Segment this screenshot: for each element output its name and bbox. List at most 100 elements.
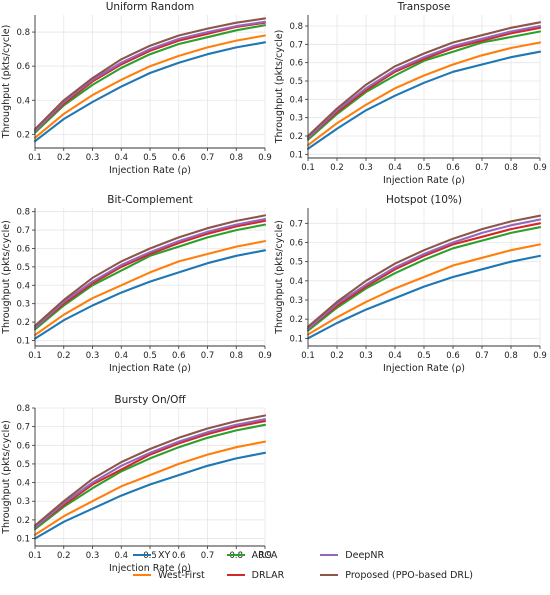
y-tick-label: 0.4 — [16, 96, 30, 106]
x-tick-label: 0.5 — [417, 163, 431, 173]
legend-label-drlar: DRLAR — [251, 569, 285, 581]
y-tick-label: 0.6 — [16, 441, 30, 451]
x-axis-label: Injection Rate (ρ) — [109, 165, 191, 176]
x-tick-label: 0.8 — [229, 153, 243, 163]
x-tick-label: 0.6 — [446, 163, 460, 173]
y-tick-label: 0.5 — [16, 263, 30, 273]
x-tick-label: 0.1 — [301, 163, 315, 173]
x-tick-label: 0.8 — [504, 351, 518, 361]
x-tick-label: 0.4 — [114, 153, 128, 163]
series-line-deepnr — [306, 24, 542, 139]
x-tick-label: 0.7 — [201, 153, 215, 163]
series-line-xy — [33, 249, 267, 340]
chart-panel-transpose: 0.1 0.2 0.3 0.4 0.5 0.6 0.7 0.8 0.9 0.1 0.2 0.3 0.4 0… — [274, 1, 547, 186]
y-tick-label: 0.8 — [16, 404, 30, 414]
series-line-west-first — [306, 41, 542, 147]
y-tick-label: 0.4 — [16, 281, 30, 291]
series-line-west-first — [33, 34, 267, 139]
legend-item-deepnr: DeepNR — [320, 546, 473, 564]
series-line-arca — [33, 24, 267, 134]
x-axis-label: Injection Rate (ρ) — [109, 563, 191, 574]
legend-label-deepnr: DeepNR — [345, 549, 385, 561]
y-tick-label: 0.6 — [16, 244, 30, 254]
x-tick-label: 0.2 — [57, 551, 71, 561]
x-tick-label: 0.9 — [258, 153, 272, 163]
legend-swatch-arca — [226, 554, 245, 556]
x-tick-label: 0.2 — [57, 153, 71, 163]
series-line-proposed-ppo-based-drl — [33, 214, 267, 327]
y-tick-label: 0.1 — [289, 334, 303, 344]
y-axis-label: Throughput (pkts/cycle) — [1, 220, 12, 335]
series-line-proposed-ppo-based-drl — [33, 414, 267, 527]
x-tick-label: 0.3 — [86, 551, 100, 561]
legend-item-arca: ARCA — [226, 546, 321, 564]
series-line-xy — [306, 254, 542, 340]
series-line-xy — [33, 451, 267, 540]
series-line-arca — [33, 423, 267, 531]
x-tick-label: 0.5 — [143, 351, 157, 361]
chart-title: Uniform Random — [106, 1, 195, 13]
y-tick-label: 0.7 — [289, 40, 303, 50]
x-tick-label: 0.4 — [388, 163, 402, 173]
series-line-drlar — [306, 26, 542, 139]
chart-panel-hotspot-10: 0.1 0.2 0.3 0.4 0.5 0.6 0.7 0.8 0.9 0.1 0.2 0.3 0.4 0… — [274, 194, 547, 374]
y-tick-label: 0.1 — [289, 150, 303, 160]
x-tick-label: 0.1 — [301, 351, 315, 361]
series-line-drlar — [33, 219, 267, 329]
chart-panel-uniform-random: 0.1 0.2 0.3 0.4 0.5 0.6 0.7 0.8 0.9 0.2 0.4 0.6 0.8 U… — [1, 1, 272, 176]
y-tick-label: 0.7 — [16, 226, 30, 236]
legend: XY West-First ARCA DRLAR DeepNR Proposed… — [133, 538, 473, 592]
legend-label-west-first: West-First — [158, 569, 205, 581]
x-tick-label: 0.8 — [229, 551, 243, 561]
series-line-deepnr — [33, 20, 267, 132]
chart-title: Bit-Complement — [107, 194, 193, 206]
x-tick-label: 0.2 — [330, 351, 344, 361]
series-line-arca — [33, 223, 267, 331]
legend-label-xy: XY — [158, 549, 171, 561]
legend-item-west-first: West-First — [133, 566, 227, 584]
series-line-deepnr — [306, 218, 542, 330]
y-axis-label: Throughput (pkts/cycle) — [1, 25, 12, 140]
x-tick-label: 0.5 — [417, 351, 431, 361]
y-tick-label: 0.2 — [16, 130, 30, 140]
y-tick-label: 0.2 — [289, 315, 303, 325]
x-tick-label: 0.4 — [388, 351, 402, 361]
x-tick-label: 0.3 — [86, 153, 100, 163]
chart-title: Hotspot (10%) — [386, 194, 462, 206]
x-tick-label: 0.5 — [143, 153, 157, 163]
legend-swatch-west-first — [133, 574, 151, 576]
y-tick-label: 0.1 — [16, 535, 30, 545]
x-tick-label: 0.6 — [172, 351, 186, 361]
y-tick-label: 0.5 — [289, 77, 303, 87]
y-tick-label: 0.3 — [16, 300, 30, 310]
y-tick-label: 0.3 — [289, 296, 303, 306]
y-axis-label: Throughput (pkts/cycle) — [274, 30, 285, 145]
series-line-west-first — [33, 240, 267, 337]
x-tick-label: 0.7 — [201, 351, 215, 361]
x-tick-label: 0.6 — [172, 551, 186, 561]
x-tick-label: 0.7 — [475, 163, 489, 173]
y-tick-label: 0.1 — [16, 336, 30, 346]
series-line-proposed-ppo-based-drl — [33, 17, 267, 131]
x-tick-label: 0.7 — [475, 351, 489, 361]
legend-swatch-xy — [133, 554, 151, 556]
x-tick-label: 0.8 — [504, 163, 518, 173]
x-tick-label: 0.3 — [359, 163, 373, 173]
series-line-west-first — [33, 440, 267, 536]
y-tick-label: 0.6 — [289, 239, 303, 249]
y-tick-label: 0.5 — [16, 460, 30, 470]
y-tick-label: 0.3 — [16, 497, 30, 507]
series-line-deepnr — [33, 217, 267, 329]
legend-item-drlar: DRLAR — [226, 566, 321, 584]
series-line-proposed-ppo-based-drl — [306, 21, 542, 138]
x-axis-label: Injection Rate (ρ) — [383, 363, 465, 374]
x-tick-label: 0.4 — [114, 351, 128, 361]
y-axis-label: Throughput (pkts/cycle) — [274, 220, 285, 335]
series-line-arca — [306, 226, 542, 332]
chart-panel-bit-complement: 0.1 0.2 0.3 0.4 0.5 0.6 0.7 0.8 0.9 0.1 0.2 0.3 0.4 0… — [1, 194, 272, 374]
chart-panel-bursty-on-off: 0.1 0.2 0.3 0.4 0.5 0.6 0.7 0.8 0.9 0.1 0.2 0.3 0.4 0… — [1, 394, 272, 574]
x-axis-label: Injection Rate (ρ) — [383, 175, 465, 186]
chart-title: Transpose — [397, 1, 451, 13]
x-tick-label: 0.5 — [143, 551, 157, 561]
x-tick-label: 0.9 — [258, 351, 272, 361]
